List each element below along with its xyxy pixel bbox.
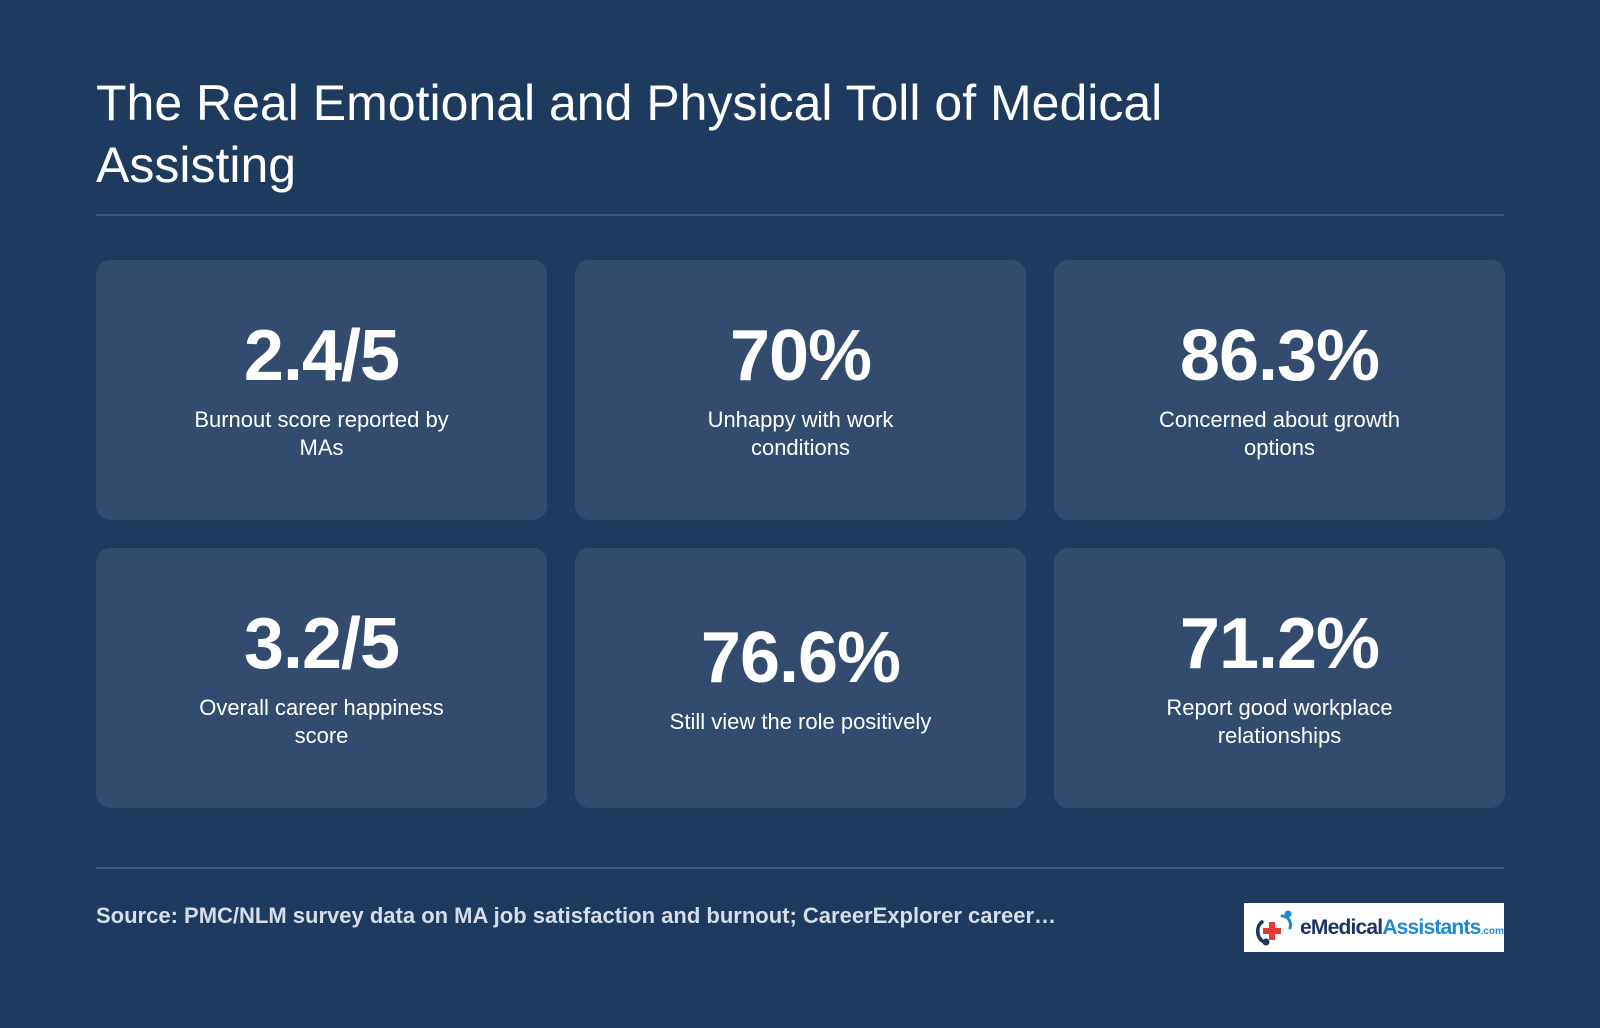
- source-note: Source: PMC/NLM survey data on MA job sa…: [96, 903, 1057, 928]
- stat-label: Burnout score reported by MAs: [194, 407, 449, 460]
- stat-value: 70%: [729, 316, 872, 396]
- stat-label: Report good workplace relationships: [1166, 695, 1393, 748]
- stats-grid: 2.4/5 Burnout score reported by MAs 70% …: [96, 260, 1505, 808]
- stat-card-burnout: 2.4/5 Burnout score reported by MAs: [96, 260, 547, 520]
- logo-wordmark: eMedicalAssistants.com: [1300, 916, 1504, 940]
- stat-label: Unhappy with work conditions: [707, 407, 894, 460]
- stat-value: 3.2/5: [243, 604, 400, 684]
- logo-part-com: .com: [1480, 925, 1504, 937]
- stat-card-happiness: 3.2/5 Overall career happiness score: [96, 548, 547, 808]
- stat-card-relationships: 71.2% Report good workplace relationship…: [1054, 548, 1505, 808]
- stat-card-growth: 86.3% Concerned about growth options: [1054, 260, 1505, 520]
- stat-card-positive: 76.6% Still view the role positively: [575, 548, 1026, 808]
- stat-value: 86.3%: [1179, 316, 1380, 396]
- stat-value: 2.4/5: [243, 316, 400, 396]
- logo-part-assistants: Assistants: [1382, 915, 1481, 939]
- footer-divider: [96, 867, 1504, 869]
- page-title: The Real Emotional and Physical Toll of …: [96, 75, 1163, 193]
- emedicalassistants-logo: eMedicalAssistants.com: [1244, 903, 1504, 952]
- stat-label: Concerned about growth options: [1159, 407, 1400, 460]
- medical-cross-icon: [1256, 910, 1292, 945]
- stat-label: Overall career happiness score: [199, 695, 444, 748]
- stat-label: Still view the role positively: [669, 709, 932, 734]
- title-divider: [96, 214, 1504, 216]
- stat-card-unhappy: 70% Unhappy with work conditions: [575, 260, 1026, 520]
- logo-part-emedical: eMedical: [1300, 915, 1383, 939]
- stat-value: 76.6%: [700, 618, 901, 698]
- stat-value: 71.2%: [1179, 604, 1380, 684]
